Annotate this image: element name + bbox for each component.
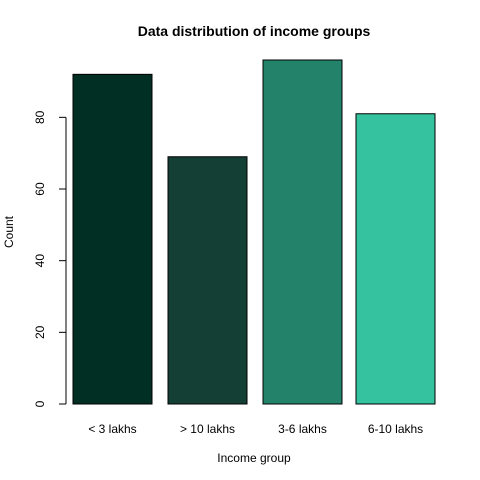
- x-tick-label-6-10-lakhs: 6-10 lakhs: [368, 422, 423, 436]
- x-tick-labels-group: < 3 lakhs > 10 lakhs 3-6 lakhs 6-10 lakhs: [88, 422, 423, 436]
- x-axis-label: Income group: [217, 451, 291, 465]
- bar-10-lakhs: [167, 156, 248, 405]
- x-tick-label-3-6-lakhs: 3-6 lakhs: [278, 422, 327, 436]
- bars-group: [72, 59, 436, 405]
- bar-3-6-lakhs: [262, 59, 343, 405]
- bar-3-lakhs: [72, 73, 153, 405]
- x-tick-label-10-lakhs: > 10 lakhs: [180, 422, 235, 436]
- y-tick-label-60: 60: [33, 182, 47, 196]
- y-axis-label: Count: [2, 215, 16, 248]
- x-tick-label-3-lakhs: < 3 lakhs: [88, 422, 136, 436]
- y-axis: 0 20 40 60 80: [33, 110, 67, 407]
- chart-title: Data distribution of income groups: [138, 23, 371, 39]
- y-tick-label-40: 40: [33, 254, 47, 268]
- y-tick-label-80: 80: [33, 110, 47, 124]
- y-tick-label-0: 0: [33, 400, 47, 407]
- bar-6-10-lakhs: [355, 113, 436, 405]
- y-tick-label-20: 20: [33, 325, 47, 339]
